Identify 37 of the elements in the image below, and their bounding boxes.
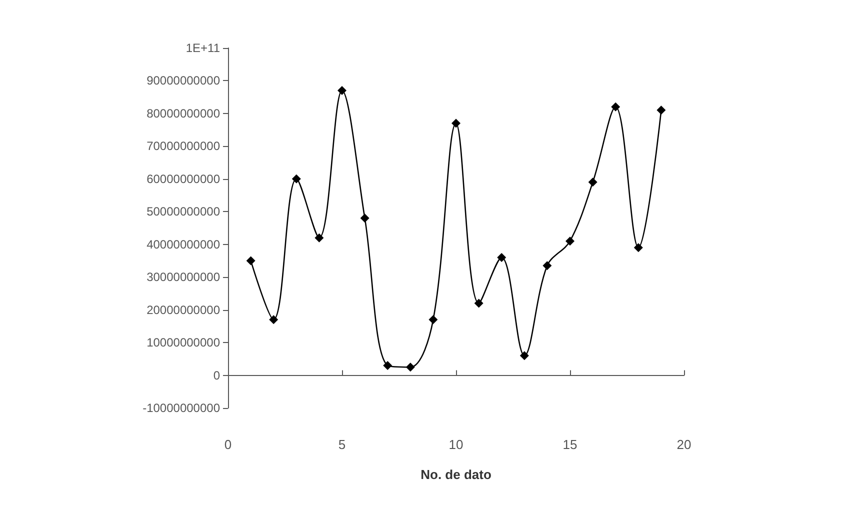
point (566, 236, 574, 246)
x-axis-title: No. de dato (420, 467, 492, 482)
point (588, 178, 598, 187)
point (338, 86, 346, 96)
point (474, 298, 484, 308)
point (542, 261, 552, 270)
point (611, 102, 620, 112)
y-tick-label: 60000000000 (146, 172, 220, 186)
y-tick-label: 80000000000 (146, 106, 220, 120)
point (634, 243, 643, 252)
x-tick-label: 20 (676, 437, 692, 452)
point (246, 256, 256, 266)
point (383, 360, 392, 370)
x-tick-label: 0 (224, 437, 232, 452)
point (406, 362, 415, 372)
y-tick-label: 90000000000 (146, 74, 220, 88)
point (520, 351, 529, 360)
y-tick-label: 20000000000 (146, 302, 220, 317)
y-tick-label: 50000000000 (146, 204, 220, 219)
point (360, 214, 370, 223)
point (269, 315, 278, 324)
y-tick-label: 1E+11 (186, 41, 220, 55)
point (292, 174, 301, 184)
point (314, 233, 324, 242)
y-tick-label: -10000000000 (142, 401, 220, 415)
x-tick-label: 15 (562, 437, 578, 452)
y-tick-label: 40000000000 (146, 237, 220, 252)
y-tick-label: 70000000000 (146, 139, 220, 154)
point (656, 106, 666, 115)
y-tick-label: 10000000000 (146, 336, 220, 350)
y-tick-label: 0 (213, 368, 220, 382)
point (428, 315, 438, 324)
x-tick-label: 10 (448, 437, 464, 452)
y-tick-label: 30000000000 (146, 270, 220, 284)
x-tick-label: 5 (338, 437, 346, 452)
point (497, 252, 506, 262)
point (452, 118, 460, 128)
